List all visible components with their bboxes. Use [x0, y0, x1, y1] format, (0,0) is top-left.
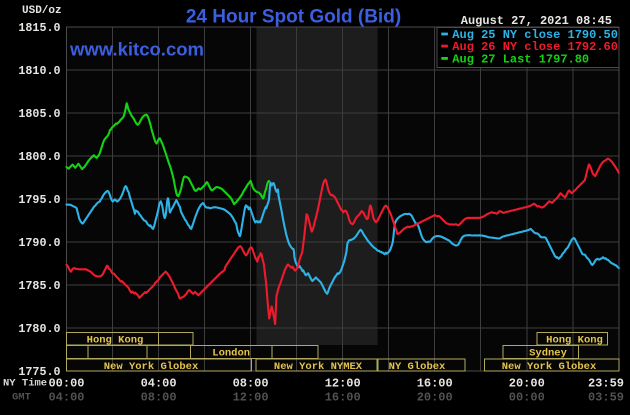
svg-text:16:00: 16:00 [325, 391, 361, 405]
svg-text:Hong Kong: Hong Kong [87, 334, 144, 346]
svg-text:London: London [212, 348, 250, 360]
svg-text:1785.0: 1785.0 [18, 279, 60, 293]
svg-text:1800.0: 1800.0 [18, 150, 60, 164]
svg-text:04:00: 04:00 [48, 391, 84, 405]
svg-text:August 27, 2021 08:45: August 27, 2021 08:45 [461, 14, 612, 28]
svg-text:1805.0: 1805.0 [18, 107, 60, 121]
svg-text:1810.0: 1810.0 [18, 64, 60, 78]
svg-text:NY Globex: NY Globex [389, 361, 446, 373]
svg-text:New York NYMEX: New York NYMEX [274, 361, 363, 373]
svg-text:20:00: 20:00 [417, 391, 453, 405]
svg-text:23:59: 23:59 [588, 377, 624, 391]
svg-text:03:59: 03:59 [588, 391, 624, 405]
svg-text:NY Time: NY Time [3, 378, 47, 390]
svg-text:1775.0: 1775.0 [18, 365, 60, 379]
svg-text:GMT: GMT [12, 392, 31, 404]
svg-text:00:00: 00:00 [48, 377, 84, 391]
svg-text:Hong Kong: Hong Kong [546, 334, 603, 346]
svg-text:00:00: 00:00 [509, 391, 545, 405]
svg-text:Aug 25 NY close 1790.50: Aug 25 NY close 1790.50 [452, 28, 618, 42]
svg-text:USD/oz: USD/oz [22, 5, 62, 17]
svg-text:12:00: 12:00 [325, 377, 361, 391]
svg-text:1790.0: 1790.0 [18, 236, 60, 250]
svg-text:04:00: 04:00 [141, 377, 177, 391]
svg-text:New York Globex: New York Globex [502, 361, 597, 373]
svg-text:08:00: 08:00 [141, 391, 177, 405]
svg-text:www.kitco.com: www.kitco.com [69, 38, 204, 59]
svg-text:Aug 26 NY close 1792.60: Aug 26 NY close 1792.60 [452, 40, 618, 54]
svg-text:Sydney: Sydney [529, 348, 568, 360]
svg-text:20:00: 20:00 [509, 377, 545, 391]
svg-text:1780.0: 1780.0 [18, 322, 60, 336]
svg-text:24 Hour Spot Gold (Bid): 24 Hour Spot Gold (Bid) [186, 7, 401, 28]
svg-text:1815.0: 1815.0 [18, 21, 60, 35]
svg-text:Aug 27 Last 1797.80: Aug 27 Last 1797.80 [452, 53, 589, 67]
svg-text:12:00: 12:00 [233, 391, 269, 405]
svg-text:New York Globex: New York Globex [104, 361, 199, 373]
svg-text:1795.0: 1795.0 [18, 193, 60, 207]
svg-text:08:00: 08:00 [233, 377, 269, 391]
svg-text:16:00: 16:00 [417, 377, 453, 391]
